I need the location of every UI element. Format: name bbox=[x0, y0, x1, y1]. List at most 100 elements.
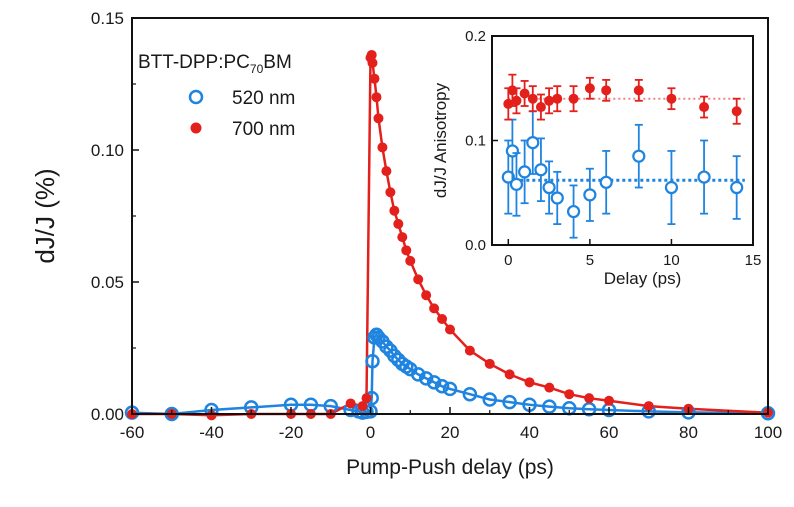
inset-point-700nm bbox=[633, 85, 644, 96]
inset-x-axis-label: Delay (ps) bbox=[604, 269, 681, 288]
data-point-520nm bbox=[418, 371, 434, 386]
data-point-520nm bbox=[387, 348, 402, 364]
data-point-700nm bbox=[206, 410, 217, 421]
data-point-700nm bbox=[381, 166, 392, 177]
data-point-700nm bbox=[377, 142, 388, 153]
inset-point-520nm bbox=[518, 165, 532, 179]
inset-point-700nm bbox=[666, 93, 677, 104]
data-point-700nm bbox=[366, 49, 377, 60]
fit-line-series-1 bbox=[132, 50, 769, 417]
legend-title-main: BTT-DPP:PC bbox=[138, 52, 250, 73]
inset-point-700nm bbox=[568, 93, 579, 104]
inset-point-520nm bbox=[534, 163, 548, 177]
data-point-700nm bbox=[544, 382, 555, 393]
inset-point-700nm bbox=[731, 106, 742, 117]
data-point-700nm bbox=[345, 398, 356, 409]
inset-point-520nm bbox=[583, 188, 597, 202]
inset-point-700nm bbox=[601, 85, 612, 96]
data-point-520nm bbox=[410, 367, 426, 382]
data-point-520nm bbox=[502, 394, 517, 410]
legend-entry-700nm: 700 nm bbox=[232, 119, 295, 140]
data-point-700nm bbox=[371, 92, 382, 103]
inset-point-520nm bbox=[501, 170, 515, 184]
inset-point-520nm bbox=[599, 175, 613, 189]
data-point-700nm bbox=[369, 73, 380, 84]
inset-point-700nm bbox=[511, 95, 522, 106]
data-point-700nm bbox=[389, 205, 400, 216]
inset-axis-ticks: 0 5 10 15 0.0 0.1 0.2 bbox=[465, 28, 761, 269]
y-tick-label: 0.05 bbox=[91, 273, 124, 292]
data-point-700nm bbox=[405, 255, 416, 266]
data-point-700nm bbox=[361, 393, 372, 404]
data-point-700nm bbox=[397, 232, 408, 243]
inset-point-700nm bbox=[544, 95, 555, 106]
inset-point-520nm bbox=[509, 177, 524, 191]
inset-x-tick-label: 10 bbox=[663, 252, 680, 269]
data-point-700nm bbox=[421, 290, 432, 301]
fit-line-series-0 bbox=[131, 332, 769, 416]
inset-x-tick-label: 15 bbox=[745, 252, 762, 269]
data-point-700nm bbox=[429, 303, 440, 314]
legend-title: BTT-DPP:PC70BM bbox=[138, 52, 292, 76]
data-point-700nm bbox=[604, 395, 614, 406]
data-point-520nm bbox=[442, 381, 458, 397]
x-axis-label: Pump-Push delay (ps) bbox=[346, 456, 554, 479]
legend-title-tail: BM bbox=[263, 52, 292, 73]
legend: BTT-DPP:PC70BM 520 nm 700 nm bbox=[138, 52, 295, 140]
data-point-520nm bbox=[434, 379, 450, 394]
data-point-700nm bbox=[367, 57, 378, 68]
y-tick-label: 0.00 bbox=[91, 405, 124, 424]
x-tick-label: 60 bbox=[600, 423, 619, 442]
inset-point-700nm bbox=[584, 83, 595, 94]
x-tick-label: 0 bbox=[366, 423, 375, 442]
y-tick-label: 0.15 bbox=[91, 9, 124, 28]
data-point-700nm bbox=[484, 358, 495, 369]
x-tick-label: -40 bbox=[199, 423, 224, 442]
inset-y-tick-label: 0.1 bbox=[465, 133, 486, 150]
data-point-700nm bbox=[464, 345, 475, 356]
main-data-points bbox=[124, 49, 776, 422]
data-point-520nm bbox=[482, 392, 497, 407]
data-point-520nm bbox=[365, 353, 380, 369]
data-point-520nm bbox=[371, 330, 386, 345]
inset-data-points bbox=[501, 73, 744, 239]
legend-entry-520nm: 520 nm bbox=[232, 88, 295, 109]
legend-marker-700nm bbox=[190, 122, 202, 134]
data-point-700nm bbox=[437, 313, 448, 324]
inset-point-700nm bbox=[552, 93, 563, 104]
legend-title-subscript: 70 bbox=[250, 62, 264, 76]
x-tick-label: 40 bbox=[520, 423, 539, 442]
data-point-700nm bbox=[564, 389, 575, 400]
inset-point-520nm bbox=[730, 180, 744, 195]
data-point-700nm bbox=[643, 401, 654, 412]
inset-point-520nm bbox=[664, 180, 679, 195]
inset-point-700nm bbox=[535, 102, 546, 113]
data-point-700nm bbox=[401, 245, 412, 256]
inset-point-520nm bbox=[697, 170, 711, 184]
data-point-700nm bbox=[385, 187, 396, 198]
x-tick-label: 80 bbox=[679, 423, 698, 442]
data-point-520nm bbox=[581, 401, 597, 417]
data-point-700nm bbox=[373, 113, 384, 124]
inset-point-700nm bbox=[527, 93, 538, 104]
inset-point-520nm bbox=[566, 204, 581, 219]
data-point-520nm bbox=[542, 399, 557, 414]
inset-point-520nm bbox=[542, 180, 556, 195]
y-axis-label: dJ/J (%) bbox=[30, 168, 60, 263]
inset-y-tick-label: 0.0 bbox=[465, 237, 486, 254]
data-point-700nm bbox=[445, 324, 455, 335]
x-tick-label: -20 bbox=[279, 423, 304, 442]
x-tick-label: -60 bbox=[120, 423, 145, 442]
legend-marker-520nm bbox=[188, 89, 204, 105]
data-point-520nm bbox=[426, 375, 442, 390]
data-point-520nm bbox=[462, 386, 478, 402]
inset-plot: 0 5 10 15 0.0 0.1 0.2 Delay (ps) dJ/J Anisotro… bbox=[431, 28, 761, 288]
inset-y-tick-label: 0.2 bbox=[465, 28, 486, 45]
inset-point-700nm bbox=[699, 102, 710, 113]
x-tick-label: 20 bbox=[441, 423, 460, 442]
inset-x-tick-label: 5 bbox=[586, 252, 594, 269]
